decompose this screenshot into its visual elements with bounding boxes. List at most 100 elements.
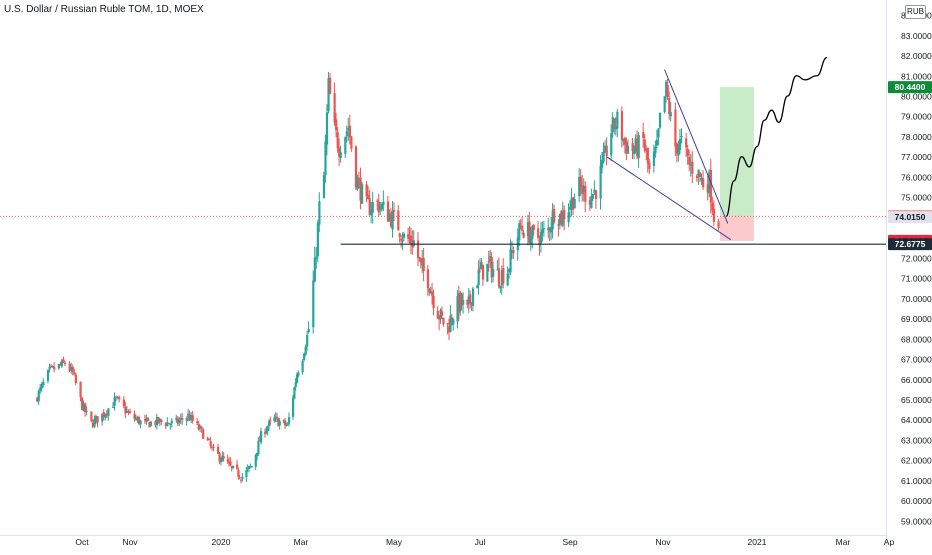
candle-body[interactable] — [391, 211, 394, 230]
candle-body[interactable] — [388, 214, 391, 220]
candle-body[interactable] — [561, 212, 564, 226]
candle-body[interactable] — [241, 476, 244, 480]
candle-body[interactable] — [674, 109, 677, 147]
candle-body[interactable] — [510, 251, 514, 253]
candle-body[interactable] — [604, 145, 607, 153]
candle-body[interactable] — [648, 162, 651, 170]
candle-body[interactable] — [706, 184, 709, 193]
candle-body[interactable] — [613, 118, 616, 129]
candle-body[interactable] — [449, 315, 452, 332]
candle-body[interactable] — [581, 185, 584, 194]
candle-body[interactable] — [292, 397, 295, 417]
candle-body[interactable] — [322, 175, 326, 199]
candle-body[interactable] — [631, 143, 634, 152]
candle-body[interactable] — [107, 408, 110, 417]
candle-body[interactable] — [652, 151, 656, 166]
candle-body[interactable] — [304, 346, 307, 355]
stop-zone[interactable] — [720, 216, 754, 241]
candle-body[interactable] — [202, 429, 205, 439]
candle-body[interactable] — [698, 172, 702, 178]
candle-body[interactable] — [190, 415, 193, 420]
candle-body[interactable] — [344, 137, 347, 154]
candle-body[interactable] — [412, 240, 415, 246]
candle-body[interactable] — [365, 184, 368, 197]
candle-body[interactable] — [222, 456, 225, 459]
candle-body[interactable] — [367, 195, 370, 200]
price-badge-last[interactable] — [888, 211, 932, 224]
candle-body[interactable] — [266, 426, 269, 431]
candle-body[interactable] — [547, 227, 550, 231]
candle-body[interactable] — [325, 112, 329, 145]
candle-body[interactable] — [63, 362, 67, 365]
candle-body[interactable] — [258, 439, 261, 442]
candle-body[interactable] — [101, 413, 104, 422]
candle-body[interactable] — [614, 126, 617, 130]
candle-body[interactable] — [526, 222, 530, 237]
candle-body[interactable] — [212, 446, 215, 448]
candle-body[interactable] — [357, 178, 361, 180]
candle-body[interactable] — [579, 176, 582, 187]
candle-body[interactable] — [645, 149, 648, 152]
candle-body[interactable] — [232, 465, 235, 469]
candle-body[interactable] — [689, 163, 692, 166]
candle-body[interactable] — [553, 208, 556, 223]
candle-body[interactable] — [512, 250, 515, 254]
candle-body[interactable] — [490, 257, 493, 278]
candle-body[interactable] — [702, 178, 705, 188]
candle-body[interactable] — [293, 387, 296, 399]
candle-body[interactable] — [717, 221, 720, 228]
candle-body[interactable] — [602, 151, 605, 162]
candle-body[interactable] — [42, 381, 45, 386]
candle-body[interactable] — [657, 128, 660, 138]
candle-body[interactable] — [439, 309, 442, 320]
candle-body[interactable] — [333, 93, 336, 123]
candle-body[interactable] — [116, 397, 119, 399]
candle-body[interactable] — [471, 288, 475, 306]
candle-body[interactable] — [479, 267, 482, 269]
candle-body[interactable] — [208, 439, 211, 441]
candle-body[interactable] — [522, 232, 525, 238]
candle-body[interactable] — [476, 285, 479, 289]
candle-body[interactable] — [220, 460, 223, 463]
candle-body[interactable] — [658, 112, 662, 128]
candle-body[interactable] — [588, 200, 592, 205]
candle-body[interactable] — [584, 185, 587, 202]
candle-body[interactable] — [284, 420, 287, 426]
candle-body[interactable] — [73, 372, 76, 375]
candle-body[interactable] — [398, 233, 401, 237]
candle-body[interactable] — [538, 240, 541, 246]
candle-body[interactable] — [137, 416, 141, 425]
candle-body[interactable] — [264, 432, 267, 434]
candle-body[interactable] — [432, 295, 435, 309]
candle-body[interactable] — [157, 417, 160, 423]
candle-body[interactable] — [102, 412, 105, 417]
candle-body[interactable] — [149, 421, 153, 426]
candle-body[interactable] — [470, 302, 473, 306]
candle-body[interactable] — [200, 427, 203, 429]
candle-body[interactable] — [477, 269, 480, 286]
candle-body[interactable] — [416, 240, 420, 258]
candle-body[interactable] — [457, 293, 461, 313]
candle-body[interactable] — [245, 470, 248, 478]
candle-body[interactable] — [450, 317, 454, 322]
candle-body[interactable] — [371, 202, 374, 213]
candle-body[interactable] — [254, 454, 257, 467]
candle-body[interactable] — [382, 201, 385, 206]
candle-body[interactable] — [315, 256, 318, 259]
candle-body[interactable] — [324, 141, 327, 176]
candle-body[interactable] — [296, 374, 299, 383]
price-badge-target[interactable] — [888, 81, 932, 94]
candle-body[interactable] — [401, 240, 404, 242]
candle-body[interactable] — [419, 258, 422, 263]
candle-body[interactable] — [170, 420, 173, 424]
candle-body[interactable] — [509, 249, 512, 273]
candle-body[interactable] — [282, 420, 285, 422]
candle-body[interactable] — [360, 184, 364, 204]
candle-body[interactable] — [230, 466, 233, 468]
candle-body[interactable] — [570, 197, 573, 209]
candle-body[interactable] — [594, 190, 598, 199]
candle-body[interactable] — [408, 235, 411, 239]
candle-body[interactable] — [646, 148, 649, 164]
candle-body[interactable] — [541, 229, 544, 234]
candle-body[interactable] — [240, 479, 243, 481]
